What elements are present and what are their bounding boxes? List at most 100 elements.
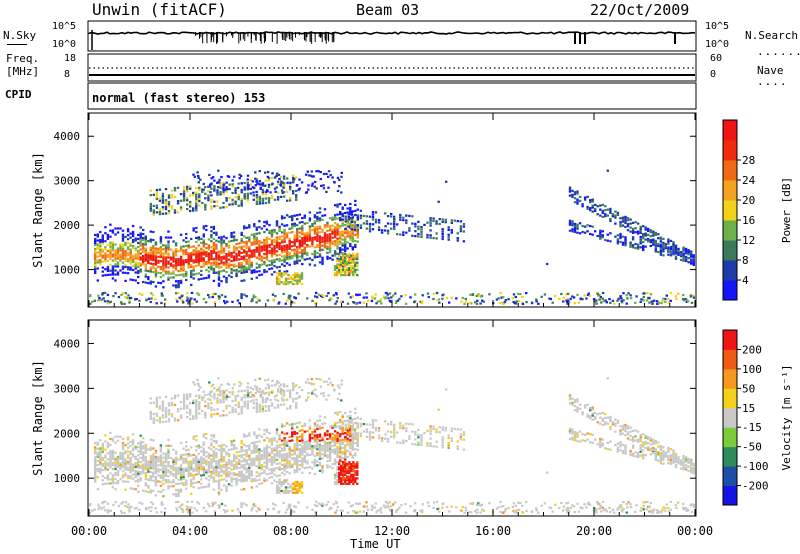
velocity-cell [243, 394, 246, 397]
velocity-cell [99, 453, 102, 456]
power-cell [275, 282, 279, 286]
velocity-cell [349, 431, 352, 434]
velocity-cell [217, 461, 221, 464]
power-cell [356, 256, 359, 259]
power-cell [250, 233, 253, 236]
power-cell [265, 238, 269, 241]
velocity-cell [308, 433, 312, 436]
power-cell [139, 226, 142, 229]
velocity-cell [308, 439, 312, 442]
power-cell [248, 254, 251, 257]
power-cell [669, 299, 672, 302]
power-cell [142, 254, 145, 258]
power-cell [346, 256, 349, 259]
power-cell [111, 253, 115, 256]
power-cell [121, 233, 125, 236]
power-cell [598, 298, 601, 301]
power-cell [161, 206, 165, 209]
velocity-cell [96, 451, 99, 454]
velocity-cell [296, 464, 299, 467]
power-cell [207, 252, 211, 255]
power-cell [189, 194, 192, 197]
power-cell [207, 270, 211, 273]
power-cell [131, 264, 135, 268]
power-cell [109, 253, 112, 256]
power-cell [197, 181, 200, 184]
velocity-cell [104, 476, 107, 479]
power-cell [349, 242, 352, 246]
power-cell [212, 243, 216, 246]
power-cell [151, 294, 155, 297]
power-cell [350, 258, 353, 261]
velocity-cell [179, 476, 183, 479]
velocity-cell [190, 468, 193, 471]
power-cell [147, 258, 150, 261]
velocity-cell [174, 474, 178, 477]
velocity-cell [126, 466, 130, 469]
velocity-cell [333, 442, 337, 445]
power-cell [459, 225, 463, 228]
power-cell [190, 255, 193, 259]
power-cell [279, 183, 282, 186]
power-cell [240, 204, 243, 207]
power-cell [288, 245, 291, 248]
velocity-cell [279, 383, 283, 386]
power-cell [202, 243, 205, 246]
power-cell [354, 223, 357, 226]
velocity-cell [248, 476, 251, 479]
power-cell [195, 250, 198, 254]
velocity-cell [296, 432, 299, 435]
velocity-cell [202, 469, 205, 473]
velocity-cell [116, 474, 120, 477]
power-cell [255, 262, 258, 265]
power-cell [129, 242, 132, 245]
velocity-cell [152, 459, 155, 462]
power-cell [200, 247, 203, 250]
power-cell [137, 261, 140, 265]
power-cell [279, 175, 283, 178]
power-cell [687, 300, 690, 303]
power-cell [159, 256, 163, 259]
velocity-cell [213, 395, 216, 398]
power-cell [445, 180, 448, 183]
power-cell [253, 269, 256, 272]
velocity-cell [179, 464, 183, 467]
power-cell [192, 249, 195, 252]
power-cell [331, 224, 334, 227]
power-cell [586, 230, 589, 233]
power-cell [159, 272, 163, 275]
power-cell [177, 270, 180, 273]
velocity-cell [263, 429, 266, 432]
power-cell [231, 198, 234, 201]
power-cell [328, 241, 332, 244]
power-cell [330, 298, 333, 301]
y-tick-label: 1000 [54, 264, 81, 277]
velocity-cell [207, 398, 210, 401]
velocity-cell [280, 453, 284, 456]
power-cell [373, 297, 377, 300]
velocity-cell [154, 465, 158, 469]
power-cell [323, 226, 327, 229]
power-cell [288, 255, 291, 258]
power-cell [342, 254, 345, 257]
power-cell [692, 254, 695, 257]
velocity-cell [267, 409, 271, 412]
velocity-cell [275, 450, 279, 453]
velocity-cell [189, 408, 192, 412]
power-cell [591, 204, 594, 207]
power-cell [202, 227, 205, 230]
velocity-cell [280, 457, 284, 460]
power-cell [306, 245, 309, 249]
power-cell [190, 253, 193, 257]
power-cell [134, 298, 137, 301]
velocity-cell [308, 427, 312, 430]
power-cell [690, 301, 694, 304]
power-cell [382, 295, 386, 298]
power-cell [326, 233, 329, 236]
velocity-cell [101, 450, 104, 453]
power-cell [210, 187, 213, 190]
power-cell [379, 298, 383, 301]
power-cell [298, 178, 301, 181]
power-cell [326, 237, 329, 240]
power-cell [270, 229, 274, 232]
